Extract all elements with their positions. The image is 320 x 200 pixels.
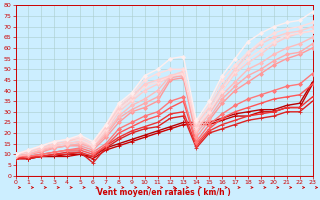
X-axis label: Vent moyen/en rafales ( km/h ): Vent moyen/en rafales ( km/h ) [97, 188, 231, 197]
